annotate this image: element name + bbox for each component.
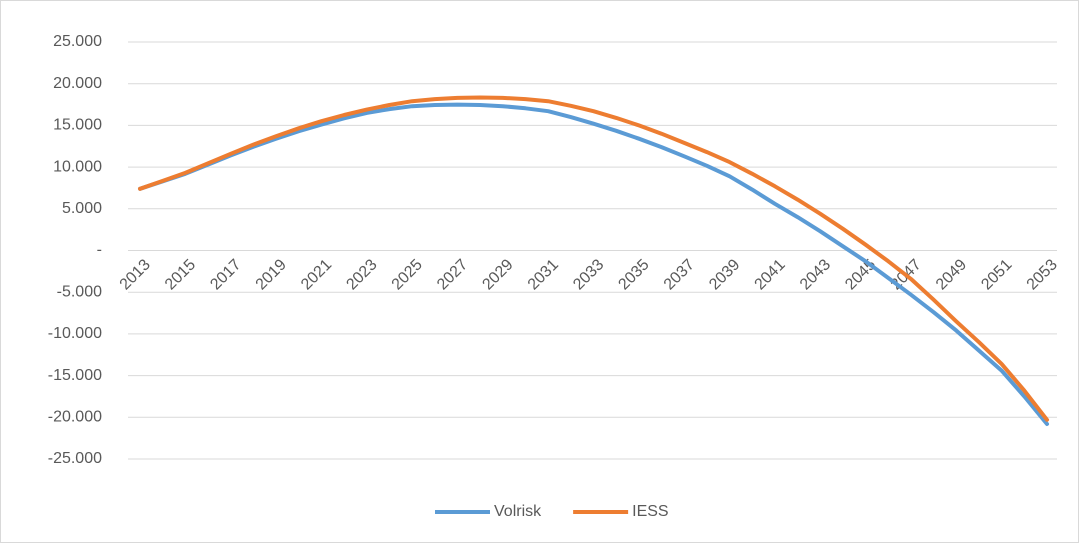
legend-label: Volrisk <box>494 503 542 520</box>
y-tick-label: -20.000 <box>48 409 102 426</box>
y-tick-label: -5.000 <box>57 283 102 300</box>
line-series <box>138 95 1049 422</box>
y-tick-label: 15.000 <box>53 117 102 134</box>
y-tick-label: 10.000 <box>53 158 102 175</box>
y-tick-label: 25.000 <box>53 33 102 50</box>
y-tick-label: 20.000 <box>53 75 102 92</box>
y-tick-label: -15.000 <box>48 367 102 384</box>
legend-label: IESS <box>632 503 668 520</box>
line-series <box>138 102 1049 426</box>
y-tick-label: -25.000 <box>48 450 102 467</box>
y-tick-label: 5.000 <box>62 200 102 217</box>
y-tick-label: -10.000 <box>48 325 102 342</box>
y-tick-label: - <box>97 242 102 259</box>
